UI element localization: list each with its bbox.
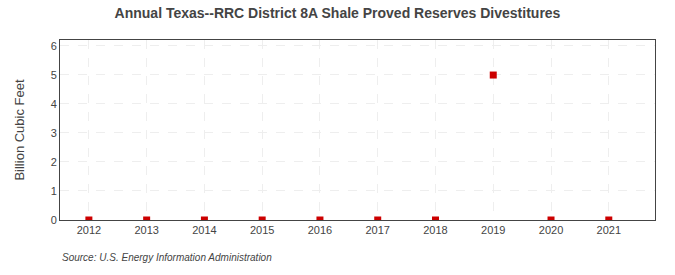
svg-text:Annual Texas--RRC District 8A: Annual Texas--RRC District 8A Shale Prov… bbox=[115, 5, 561, 21]
svg-text:1: 1 bbox=[51, 185, 57, 197]
svg-text:5: 5 bbox=[51, 69, 57, 81]
svg-text:2: 2 bbox=[51, 156, 57, 168]
svg-text:2019: 2019 bbox=[481, 224, 505, 236]
svg-text:3: 3 bbox=[51, 127, 57, 139]
svg-text:2020: 2020 bbox=[539, 224, 563, 236]
svg-text:2013: 2013 bbox=[134, 224, 158, 236]
svg-text:0: 0 bbox=[51, 214, 57, 226]
svg-text:2016: 2016 bbox=[308, 224, 332, 236]
svg-text:Source: U.S. Energy Informatio: Source: U.S. Energy Information Administ… bbox=[62, 252, 272, 263]
svg-text:Billion Cubic Feet: Billion Cubic Feet bbox=[12, 79, 27, 181]
svg-text:2014: 2014 bbox=[192, 224, 216, 236]
svg-text:2015: 2015 bbox=[250, 224, 274, 236]
svg-text:2018: 2018 bbox=[423, 224, 447, 236]
svg-text:2021: 2021 bbox=[597, 224, 621, 236]
svg-text:6: 6 bbox=[51, 40, 57, 52]
svg-text:2017: 2017 bbox=[365, 224, 389, 236]
svg-text:4: 4 bbox=[51, 98, 57, 110]
svg-text:2012: 2012 bbox=[77, 224, 101, 236]
